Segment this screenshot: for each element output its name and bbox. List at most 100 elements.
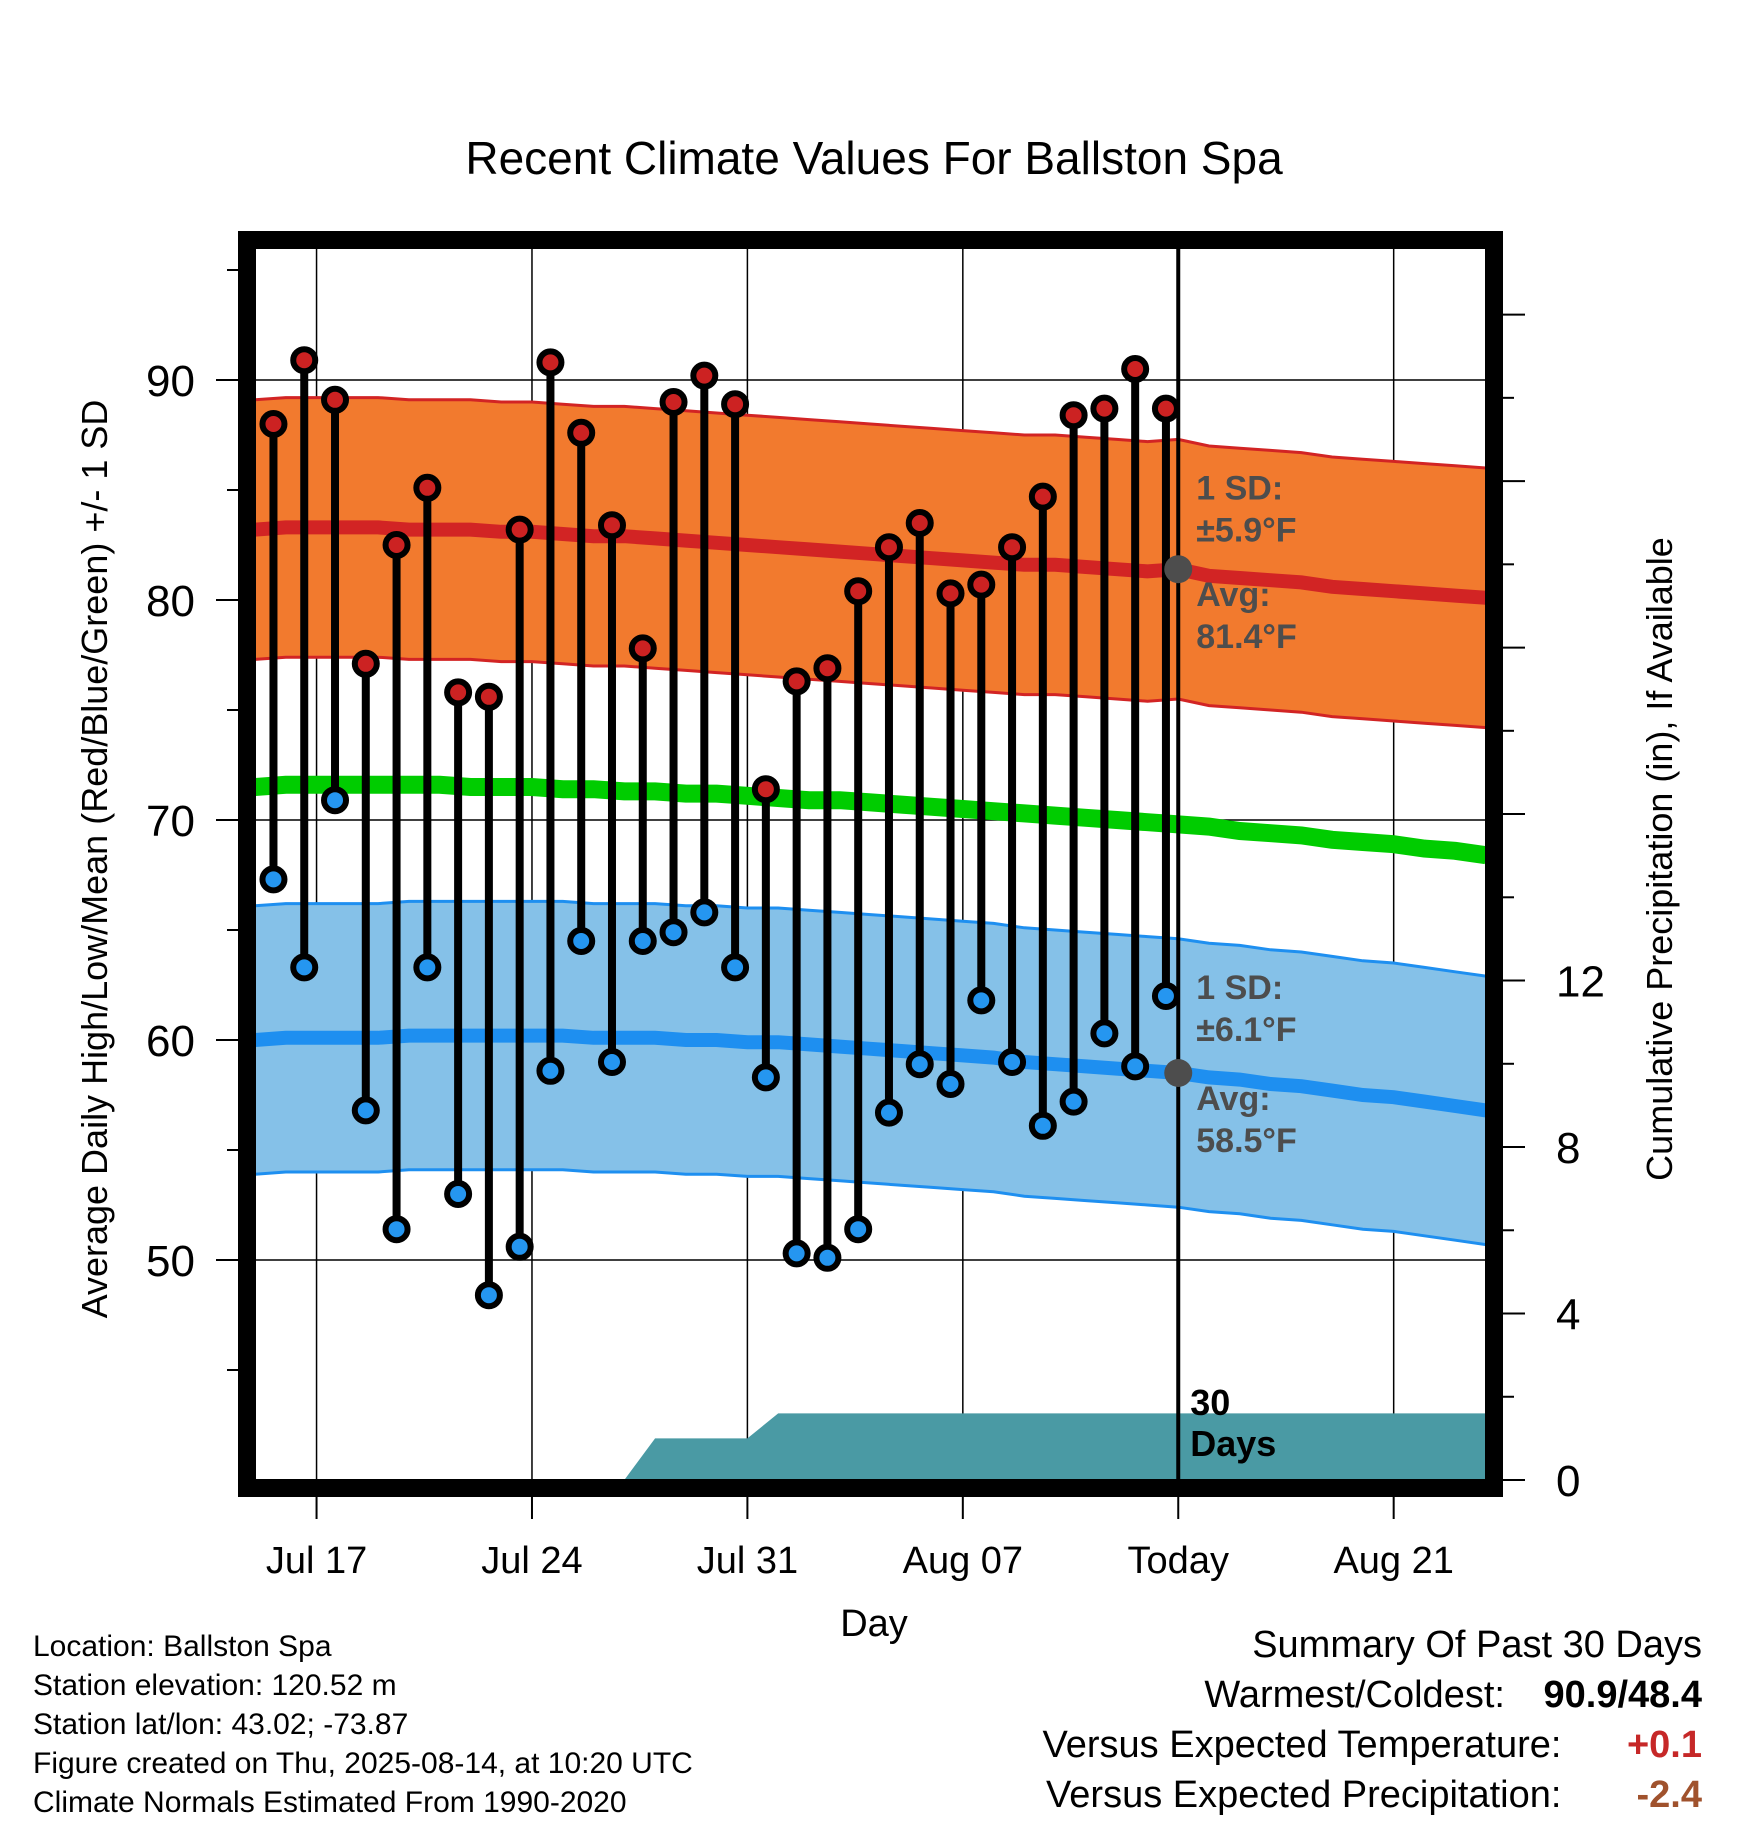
daily-high-point: [721, 390, 750, 419]
warmest-coldest-value: 90.9/48.4: [1543, 1674, 1702, 1716]
daily-high-point: [567, 418, 596, 447]
daily-low-point: [259, 865, 288, 894]
daily-high-point: [1090, 394, 1119, 423]
daily-high-point: [413, 473, 442, 502]
daily-high-point: [259, 410, 288, 438]
daily-high-point: [813, 654, 842, 683]
plot-area: 1 SD: ±5.9°F Avg: 81.4°F 1 SD: ±6.1°F Avg: 58.5…: [146, 231, 1605, 1582]
y-tick-label: 90: [146, 357, 195, 406]
daily-high-point: [936, 579, 965, 608]
daily-high-point: [290, 346, 319, 375]
daily-high-point: [1059, 401, 1088, 430]
daily-high-point: [1151, 394, 1180, 423]
daily-low-point: [721, 953, 750, 982]
y2-tick-label: 8: [1556, 1124, 1580, 1173]
daily-low-point: [782, 1239, 811, 1268]
y2-tick-label: 4: [1556, 1291, 1580, 1340]
latlon-text: Station lat/lon: 43.02; -73.87: [33, 1708, 409, 1741]
daily-low-point: [967, 986, 996, 1015]
daily-high-point: [782, 667, 811, 696]
y-tick-label: 80: [146, 577, 195, 626]
daily-low-point: [444, 1180, 473, 1208]
daily-high-point: [321, 385, 350, 414]
daily-low-point: [382, 1215, 411, 1244]
summary-title: Summary Of Past 30 Days: [1252, 1624, 1702, 1666]
temp-label: Versus Expected Temperature:: [1042, 1724, 1562, 1766]
y2-tick-label: 0: [1556, 1457, 1580, 1506]
daily-low-point: [321, 786, 350, 815]
high-sd-annotation-label: 1 SD:: [1196, 469, 1283, 507]
daily-low-point: [351, 1096, 380, 1125]
y-tick-label: 70: [146, 797, 195, 846]
today-low-avg-annotation-value: 58.5°F: [1196, 1122, 1297, 1160]
y-axis-label: Average Daily High/Low/Mean (Red/Blue/Gr…: [74, 400, 115, 1319]
daily-high-point: [597, 511, 626, 540]
daily-low-point: [905, 1050, 934, 1079]
daily-low-point: [659, 918, 688, 947]
chart-title: Recent Climate Values For Ballston Spa: [465, 132, 1283, 184]
y2-tick-label: 12: [1556, 958, 1605, 1007]
daily-high-point: [659, 388, 688, 416]
daily-high-point: [382, 531, 411, 559]
daily-low-point: [628, 927, 657, 955]
daily-low-point: [1090, 1019, 1119, 1048]
daily-high-point: [844, 577, 873, 606]
daily-high-point: [536, 348, 565, 377]
elevation-text: Station elevation: 120.52 m: [33, 1669, 397, 1702]
plot-frame: [238, 231, 1503, 1497]
daily-low-point: [813, 1243, 842, 1272]
precip-area: [255, 1413, 1486, 1480]
daily-low-point: [751, 1063, 780, 1092]
summary-warm-cold-row: Warmest/Coldest: 90.9/48.4: [1043, 1670, 1702, 1720]
y-tick-label: 50: [146, 1237, 195, 1286]
daily-low-point: [1028, 1111, 1057, 1140]
daily-low-point: [536, 1056, 565, 1085]
daily-high-point: [1028, 482, 1057, 511]
daily-high-point: [628, 634, 657, 663]
daily-low-point: [1059, 1087, 1088, 1116]
normal-high-line: [255, 520, 1486, 605]
precip-anomaly-value: -2.4: [1636, 1774, 1702, 1816]
daily-low-point: [290, 953, 319, 982]
daily-high-point: [351, 649, 380, 678]
x-axis-label: Day: [840, 1603, 908, 1645]
summary-temp-row: Versus Expected Temperature: +0.1: [1043, 1720, 1702, 1770]
summary-panel: Summary Of Past 30 Days Warmest/Coldest:…: [1043, 1620, 1702, 1820]
daily-low-point: [1121, 1052, 1150, 1081]
x-tick-label: Jul 17: [266, 1540, 367, 1582]
high-sd-annotation-value: ±5.9°F: [1196, 511, 1296, 549]
today-high-avg-marker: [1164, 555, 1193, 584]
temp-anomaly-value: +0.1: [1626, 1724, 1702, 1766]
x-tick-label: Aug 21: [1333, 1540, 1453, 1582]
daily-high-point: [1121, 355, 1150, 383]
summary-precip-row: Versus Expected Precipitation: -2.4: [1043, 1770, 1702, 1820]
daily-low-point: [597, 1048, 626, 1076]
normals-text: Climate Normals Estimated From 1990-2020: [33, 1786, 627, 1819]
daily-high-point: [444, 678, 473, 707]
x-tick-label: Aug 07: [903, 1540, 1023, 1582]
precip-label-line2: Days: [1190, 1423, 1276, 1464]
daily-low-point: [844, 1215, 873, 1244]
station-info: Location: Ballston Spa Station elevation…: [33, 1627, 693, 1822]
y2-axis-label: Cumulative Precipitation (in), If Availa…: [1639, 537, 1680, 1181]
high-sd-lower-edge: [255, 655, 1486, 730]
warmest-coldest-label: Warmest/Coldest:: [1204, 1674, 1505, 1716]
today-high-avg-annotation-label: Avg:: [1196, 576, 1270, 614]
low-sd-annotation-label: 1 SD:: [1196, 969, 1283, 1007]
daily-high-point: [690, 361, 719, 390]
x-tick-label: Today: [1128, 1540, 1229, 1582]
today-high-avg-annotation-value: 81.4°F: [1196, 618, 1297, 656]
daily-high-point: [505, 515, 534, 544]
daily-low-point: [874, 1098, 903, 1127]
x-tick-label: Jul 31: [697, 1540, 798, 1582]
x-tick-label: Jul 24: [481, 1540, 582, 1582]
daily-high-point: [474, 682, 503, 711]
daily-low-point: [690, 898, 719, 927]
daily-low-point: [936, 1070, 965, 1098]
plot-content: 1 SD: ±5.9°F Avg: 81.4°F 1 SD: ±6.1°F Avg: 58.5…: [255, 248, 1486, 1480]
today-low-avg-annotation-label: Avg:: [1196, 1080, 1270, 1118]
location-text: Location: Ballston Spa: [33, 1630, 332, 1663]
daily-high-point: [905, 509, 934, 537]
daily-low-point: [998, 1048, 1027, 1076]
low-sd-annotation-value: ±6.1°F: [1196, 1011, 1296, 1049]
